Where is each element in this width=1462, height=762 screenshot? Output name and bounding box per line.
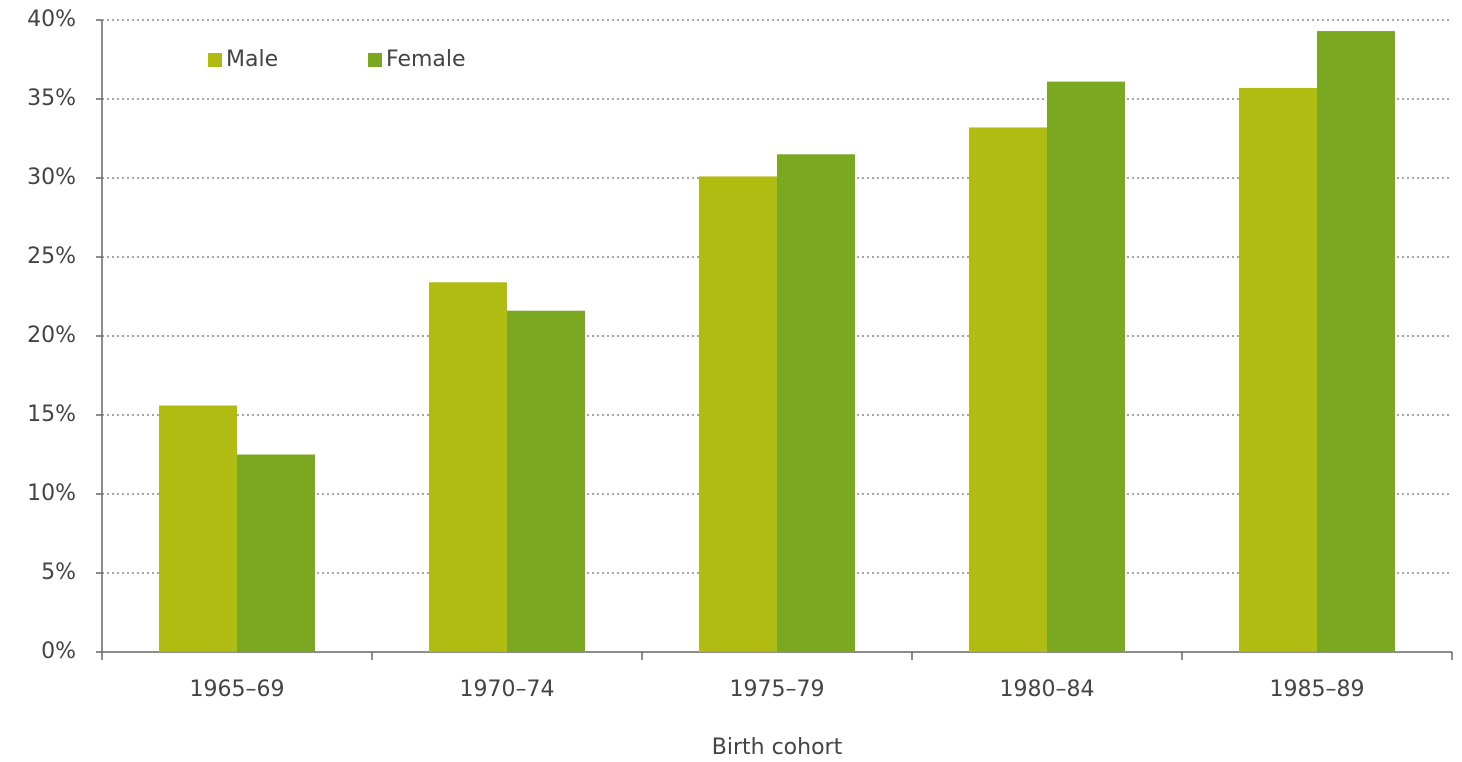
bar [1239,87,1317,652]
y-tick-label: 20% [27,323,76,348]
bar [777,154,855,653]
x-tick-label: 1975–79 [730,677,825,702]
legend-swatch [208,53,222,67]
y-tick-label: 10% [27,481,76,506]
bar [507,310,585,652]
y-tick-label: 15% [27,402,76,427]
y-tick-label: 40% [27,7,76,32]
y-tick-label: 30% [27,165,76,190]
y-tick-label: 35% [27,86,76,111]
legend-swatch [368,53,382,67]
bar [237,454,315,652]
y-tick-label: 0% [41,639,76,664]
x-tick-label: 1985–89 [1270,677,1365,702]
legend-label: Male [226,47,278,72]
bar [1047,81,1125,653]
bar [1317,31,1395,653]
bar [429,282,507,652]
x-tick-label: 1980–84 [1000,677,1095,702]
bar [969,127,1047,652]
x-axis-label: Birth cohort [712,735,843,760]
y-tick-label: 5% [41,560,76,585]
bar [159,405,237,652]
legend-label: Female [386,47,466,72]
x-tick-label: 1970–74 [460,677,555,702]
bar [699,176,777,653]
y-tick-label: 25% [27,244,76,269]
x-tick-label: 1965–69 [190,677,285,702]
